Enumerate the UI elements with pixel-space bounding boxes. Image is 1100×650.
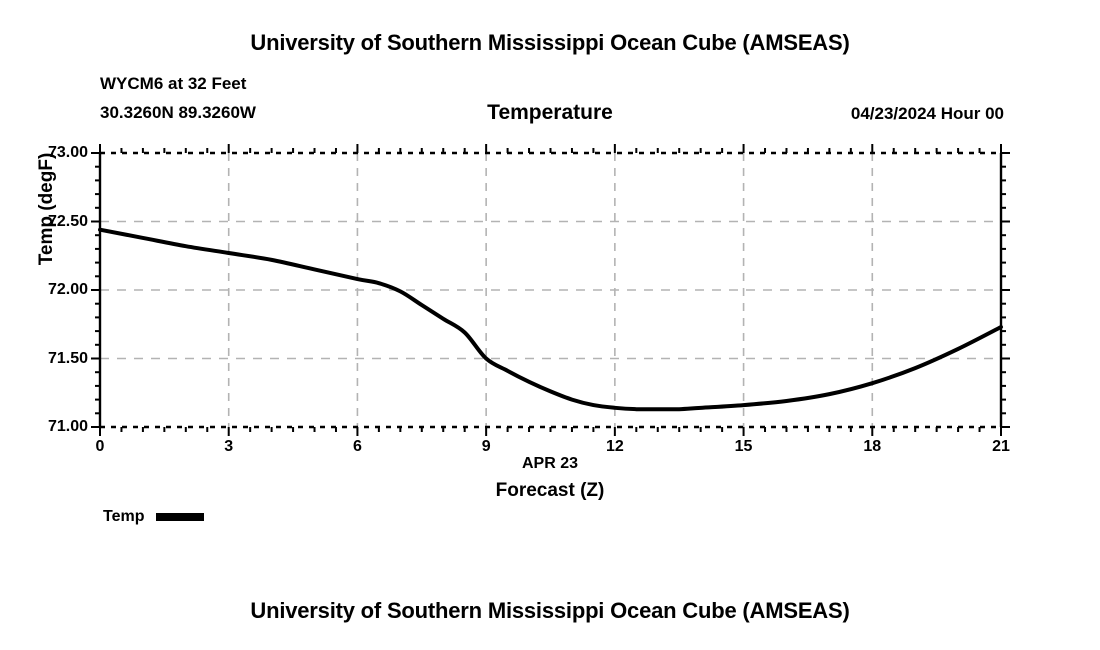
legend-label-temp: Temp [103, 508, 145, 525]
y-tick-label: 72.50 [47, 212, 88, 230]
x-tick-label: 12 [605, 438, 624, 455]
y-tick-label: 71.00 [47, 418, 88, 435]
y-tick-label: 73.00 [47, 144, 88, 161]
station-coordinates-label: 30.3260N 89.3260W [100, 103, 256, 122]
model-run-datetime-label: 04/23/2024 Hour 00 [850, 104, 1004, 123]
x-tick-label: 3 [224, 438, 234, 455]
x-axis-title: Forecast (Z) [495, 480, 605, 501]
x-tick-label: 15 [734, 438, 753, 455]
x-axis-date-label: APR 23 [521, 455, 579, 472]
station-depth-label: WYCM6 at 32 Feet [100, 74, 247, 93]
y-tick-label: 71.50 [47, 349, 88, 367]
x-tick-label: 6 [352, 438, 362, 455]
legend-swatch-temp [156, 513, 205, 521]
x-tick-label: 9 [481, 438, 491, 455]
data-series-layer [98, 227, 1003, 412]
x-tick-label: 0 [95, 438, 105, 455]
series-line-temp [98, 227, 1003, 412]
gridlines [100, 153, 1001, 427]
chart-variable-title: Temperature [487, 101, 613, 124]
x-tick-label: 18 [863, 438, 882, 455]
chart-legend: Temp [103, 508, 205, 526]
page-title: University of Southern Mississippi Ocean… [250, 30, 850, 55]
plot-frame [98, 151, 1003, 429]
y-tick-label: 72.00 [47, 281, 88, 298]
x-tick-label: 21 [992, 438, 1010, 455]
footer-title: University of Southern Mississippi Ocean… [250, 598, 850, 623]
